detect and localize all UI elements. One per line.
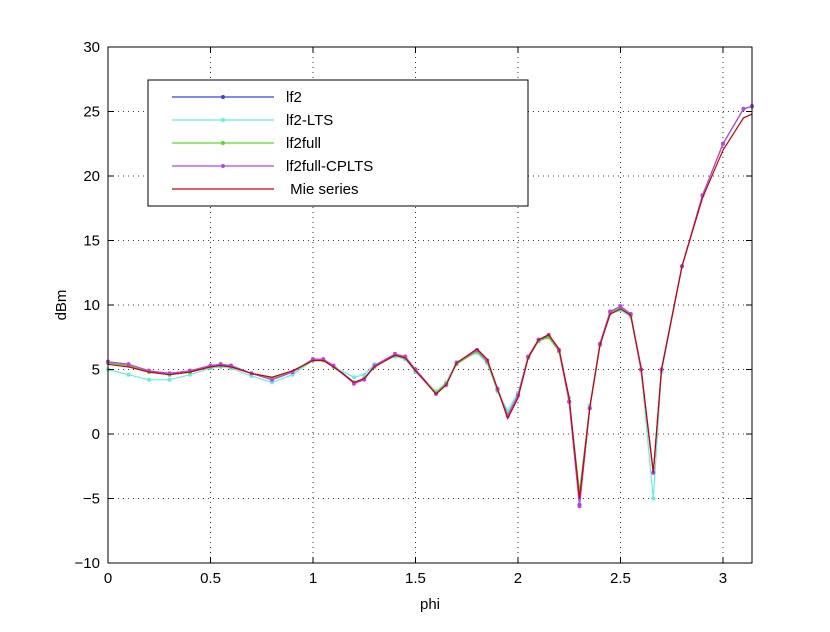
y-tick-label: −5 [83,491,100,508]
legend-item: lf2 [172,89,302,106]
series-4 [107,113,753,499]
x-tick-label: 0 [104,570,112,587]
y-tick-label: 20 [83,168,100,185]
legend-item: lf2full-CPLTS [172,158,373,175]
x-axis-label: phi [420,596,440,613]
legend-label: lf2-LTS [286,112,333,129]
data-point [721,141,725,146]
legend-item: Mie series [172,181,359,198]
x-tick-label: 2 [514,570,522,587]
data-point [352,375,356,380]
legend-marker [221,141,225,145]
legend-marker [221,164,225,168]
legend-label: Mie series [286,181,359,198]
y-axis-label: dBm [53,290,70,321]
data-point [270,377,274,382]
legend-marker [221,118,225,122]
data-point [741,106,746,111]
x-tick-label: 1.5 [405,570,426,587]
data-point [577,504,582,509]
legend-item: lf2full [172,135,321,152]
data-point [608,309,613,314]
ticks: 0 0.5 1 1.5 2 2.5 3 −10 −5 0 5 10 15 20 25 30 [75,39,752,587]
x-tick-label: 0.5 [200,570,221,587]
y-tick-label: 5 [92,362,100,379]
y-tick-label: 30 [83,39,100,56]
data-point [618,304,623,309]
data-point [651,496,656,501]
y-tick-label: 10 [83,297,100,314]
legend-label: lf2full-CPLTS [286,158,373,175]
legend: lf2 lf2-LTS lf2full lf2full-CPLTS Mie serie… [147,79,529,207]
x-tick-label: 3 [719,570,727,587]
x-tick-label: 2.5 [610,570,631,587]
data-point [147,377,151,382]
data-point [126,372,131,377]
y-tick-label: 25 [83,104,100,121]
y-tick-label: 15 [83,233,100,250]
x-tick-label: 1 [309,570,317,587]
y-tick-label: 0 [92,426,100,443]
legend-item: lf2-LTS [172,112,333,129]
legend-label: lf2full [286,135,321,152]
data-point [126,362,131,367]
y-tick-label: −10 [75,555,100,572]
legend-label: lf2 [286,89,302,106]
legend-marker [221,95,225,99]
data-point [167,377,172,382]
data-point [352,381,356,386]
series-line [107,113,753,499]
series-group [106,104,754,509]
data-point [362,372,367,377]
